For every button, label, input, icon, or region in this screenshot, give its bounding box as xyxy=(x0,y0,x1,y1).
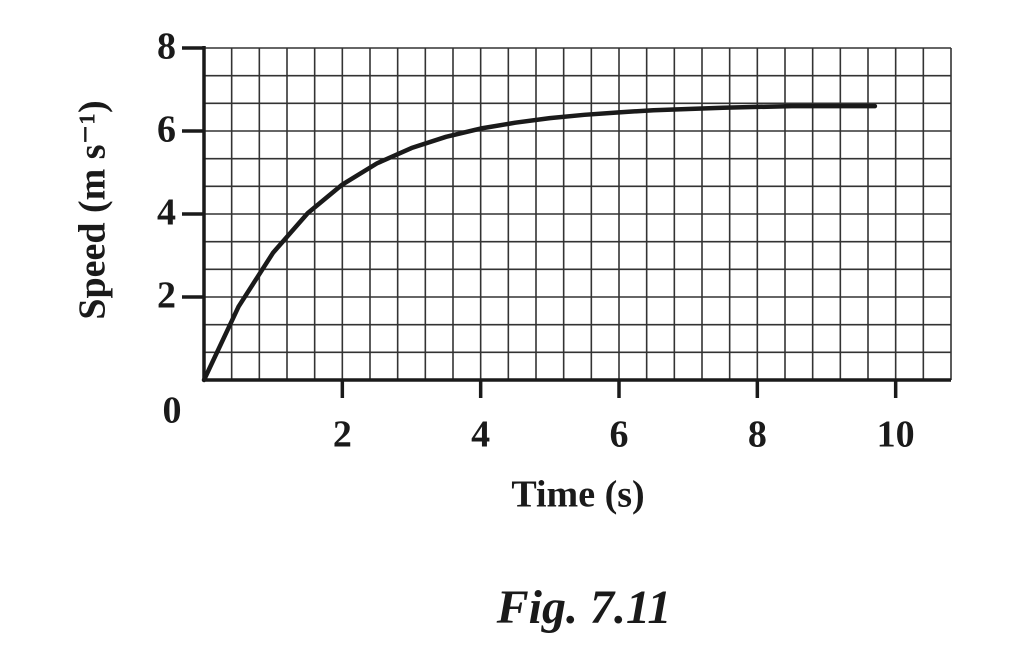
y-axis-title: Speed (m s⁻¹) xyxy=(72,100,114,319)
x-tick-label: 6 xyxy=(610,414,629,456)
speed-curve xyxy=(201,103,878,383)
x-tick-label: 4 xyxy=(471,414,490,456)
x-axis-title: Time (s) xyxy=(511,474,644,516)
x-tick-label: 10 xyxy=(877,414,915,456)
x-tick-label: 0 xyxy=(163,390,182,432)
y-tick-label: 8 xyxy=(157,26,176,68)
x-tick-label: 8 xyxy=(748,414,767,456)
caption: Fig. 7.11 xyxy=(496,581,672,634)
y-tick-label: 6 xyxy=(157,109,176,151)
x-tick-label: 2 xyxy=(333,414,352,456)
y-tick-label: 4 xyxy=(157,192,176,234)
y-tick-label: 2 xyxy=(157,275,176,317)
